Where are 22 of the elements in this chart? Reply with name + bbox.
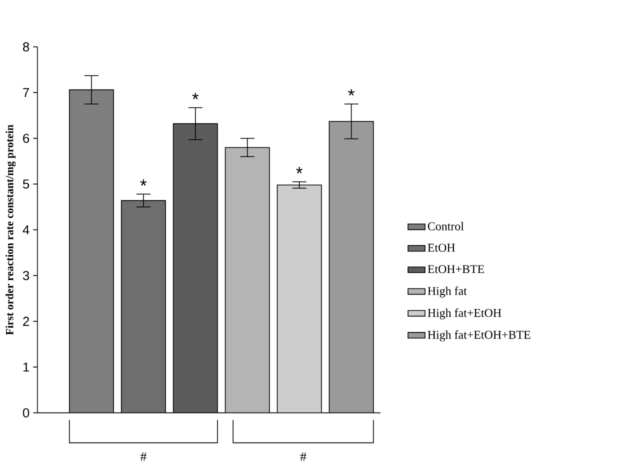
legend-label: High fat+EtOH+BTE [428, 330, 530, 342]
y-tick-label: 6 [23, 134, 30, 143]
data-label: * [192, 92, 199, 100]
legend-label: High fat+EtOH [428, 308, 502, 320]
text: # [140, 452, 146, 461]
y-tick-label: 7 [23, 88, 29, 97]
data-label: * [140, 179, 147, 186]
y-tick-label: 3 [22, 270, 30, 280]
y-tick-label: 1 [23, 362, 30, 372]
y-tick-label: 5 [22, 179, 30, 189]
y-tick-label: 2 [23, 316, 29, 326]
legend-label: Control [428, 222, 464, 230]
y-tick-label: 8 [23, 42, 30, 52]
legend-label: EtOH [428, 244, 455, 252]
data-label: * [296, 166, 303, 174]
legend-label: High fat [428, 286, 467, 298]
y-tick-label: 0 [22, 408, 30, 418]
y-tick-label: 4 [22, 225, 30, 234]
data-label: * [348, 89, 355, 96]
y-axis-title: First order reaction rate constant/mg protein [6, 124, 16, 335]
text: # [300, 452, 306, 461]
legend-label: EtOH+BTE [428, 265, 484, 274]
